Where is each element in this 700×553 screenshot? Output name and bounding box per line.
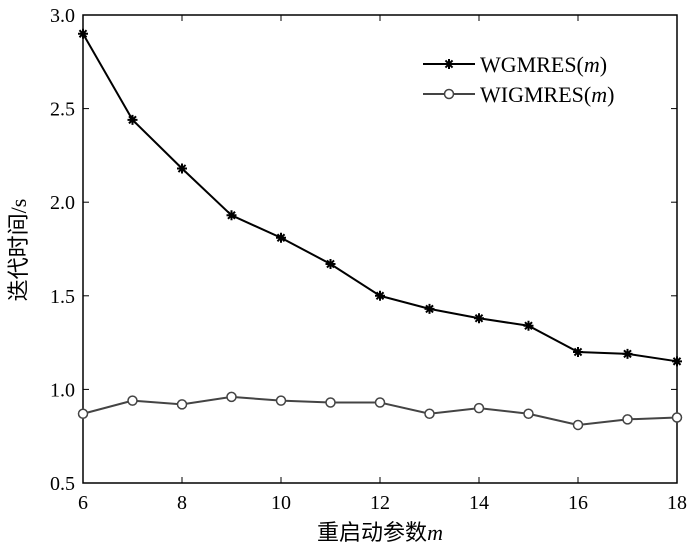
data-point — [424, 303, 435, 314]
data-point — [226, 210, 237, 221]
data-point — [325, 258, 336, 269]
legend-marker — [443, 88, 455, 100]
x-tick-label: 18 — [667, 492, 687, 514]
y-axis-label: 迭代时间/s — [6, 199, 31, 302]
series-1 — [77, 391, 683, 431]
legend-marker — [444, 59, 454, 69]
data-point — [275, 395, 287, 406]
data-point — [473, 402, 485, 414]
legend-label: WIGMRES(m) — [480, 82, 614, 107]
y-tick-label: 1.0 — [50, 379, 75, 401]
data-point — [325, 397, 336, 408]
data-point — [671, 412, 683, 423]
data-point — [375, 290, 385, 301]
x-axis-label: 重启动参数m — [317, 520, 443, 545]
data-point — [672, 356, 682, 367]
y-tick-label: 1.5 — [50, 286, 75, 308]
data-point — [523, 320, 534, 331]
data-point — [622, 414, 633, 425]
x-tick-label: 14 — [469, 492, 489, 514]
data-point — [226, 391, 237, 403]
series-group — [77, 28, 683, 431]
y-tick-label: 0.5 — [50, 473, 75, 495]
data-point — [78, 28, 88, 39]
data-point — [127, 114, 138, 125]
legend-label: WGMRES(m) — [480, 52, 607, 77]
axes: 6 8 10 12 14 16 18 0.5 1.0 1.5 2.0 2.5 3.0 — [50, 5, 687, 514]
data-point — [424, 408, 435, 419]
data-point — [622, 348, 633, 359]
legend: WGMRES(m) WIGMRES(m) — [423, 52, 614, 107]
data-point — [572, 419, 584, 431]
data-point — [573, 346, 583, 357]
x-tick-label: 12 — [370, 492, 390, 514]
y-tick-label: 2.5 — [50, 99, 75, 121]
x-tick-label: 8 — [177, 492, 187, 514]
data-point — [127, 395, 138, 406]
x-tick-label: 10 — [271, 492, 291, 514]
data-point — [177, 163, 187, 174]
data-point — [374, 397, 386, 408]
data-point — [276, 232, 286, 243]
x-tick-label: 6 — [78, 492, 88, 514]
data-point — [523, 408, 534, 419]
data-point — [474, 313, 484, 324]
data-point — [176, 399, 188, 410]
y-tick-label: 2.0 — [50, 192, 75, 214]
data-point — [77, 408, 89, 419]
series-0 — [78, 28, 682, 367]
x-tick-label: 16 — [568, 492, 588, 514]
y-tick-label: 3.0 — [50, 5, 75, 27]
